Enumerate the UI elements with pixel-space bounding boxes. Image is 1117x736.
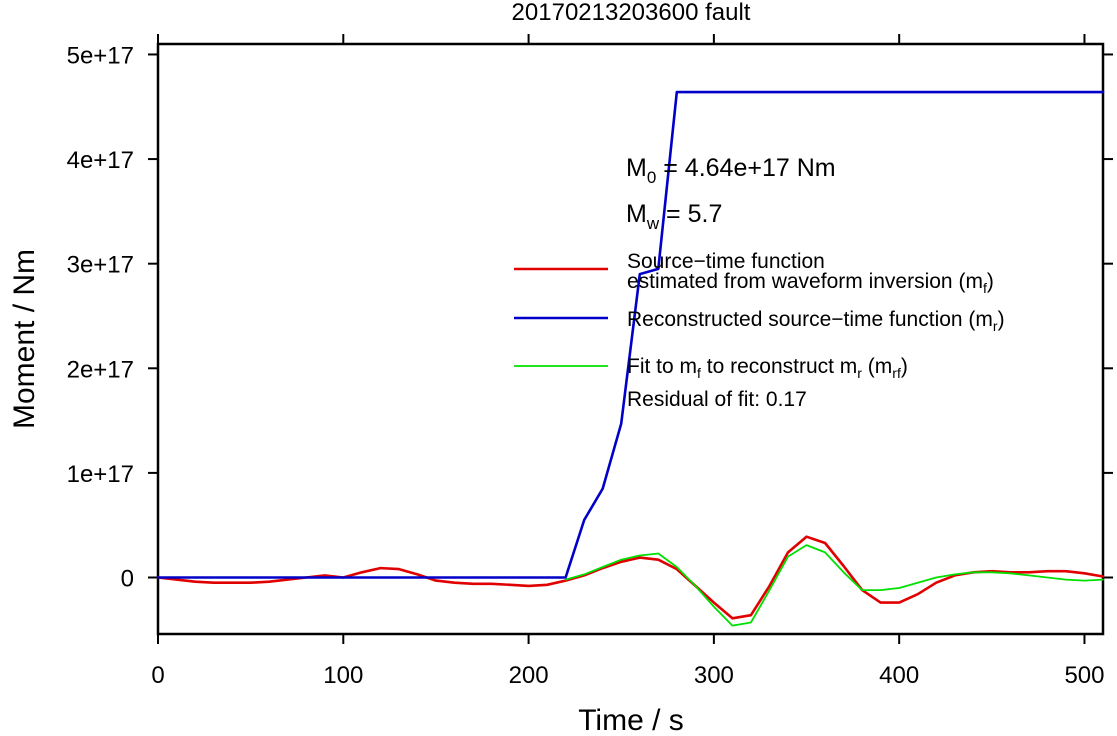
chart-title: 20170213203600 fault [512,0,751,26]
x-tick-label: 200 [509,662,549,689]
legend-label-mrf: Fit to mf to reconstruct mr (mrf) [627,355,908,381]
x-tick-label: 0 [151,662,164,689]
plot-frame [156,42,1105,636]
x-tick-label: 500 [1064,662,1104,689]
y-tick-label: 3e+17 [67,252,134,279]
legend-label-mr: Reconstructed source−time function (mr) [627,308,1005,334]
x-axis-label: Time / s [578,704,684,736]
y-tick-label: 5e+17 [67,42,134,69]
y-tick-label: 0 [121,566,134,593]
x-tick-label: 100 [323,662,363,689]
m0-annotation: M0 = 4.64e+17 Nm [626,154,836,187]
legend-label-mf-line2: estimated from waveform inversion (mf) [627,270,994,296]
mw-annotation: Mw = 5.7 [626,200,722,233]
y-axis-label: Moment / Nm [8,249,41,429]
series-mr-line [156,90,1105,579]
y-tick-label: 1e+17 [67,461,134,488]
x-tick-label: 400 [879,662,919,689]
series-layer [156,90,1105,627]
y-tick-label: 4e+17 [67,147,134,174]
residual-annotation: Residual of fit: 0.17 [627,388,807,411]
series-mrf-line [564,544,1104,627]
legend: Source−time function estimated from wave… [514,250,1005,411]
legend-label-mf-line1: Source−time function [627,250,825,273]
x-axis: 0 100 200 300 400 500 [151,34,1104,689]
y-tick-label: 2e+17 [67,356,134,383]
y-axis: 0 1e+17 2e+17 3e+17 4e+17 5e+17 [67,42,1113,593]
x-tick-label: 300 [694,662,734,689]
